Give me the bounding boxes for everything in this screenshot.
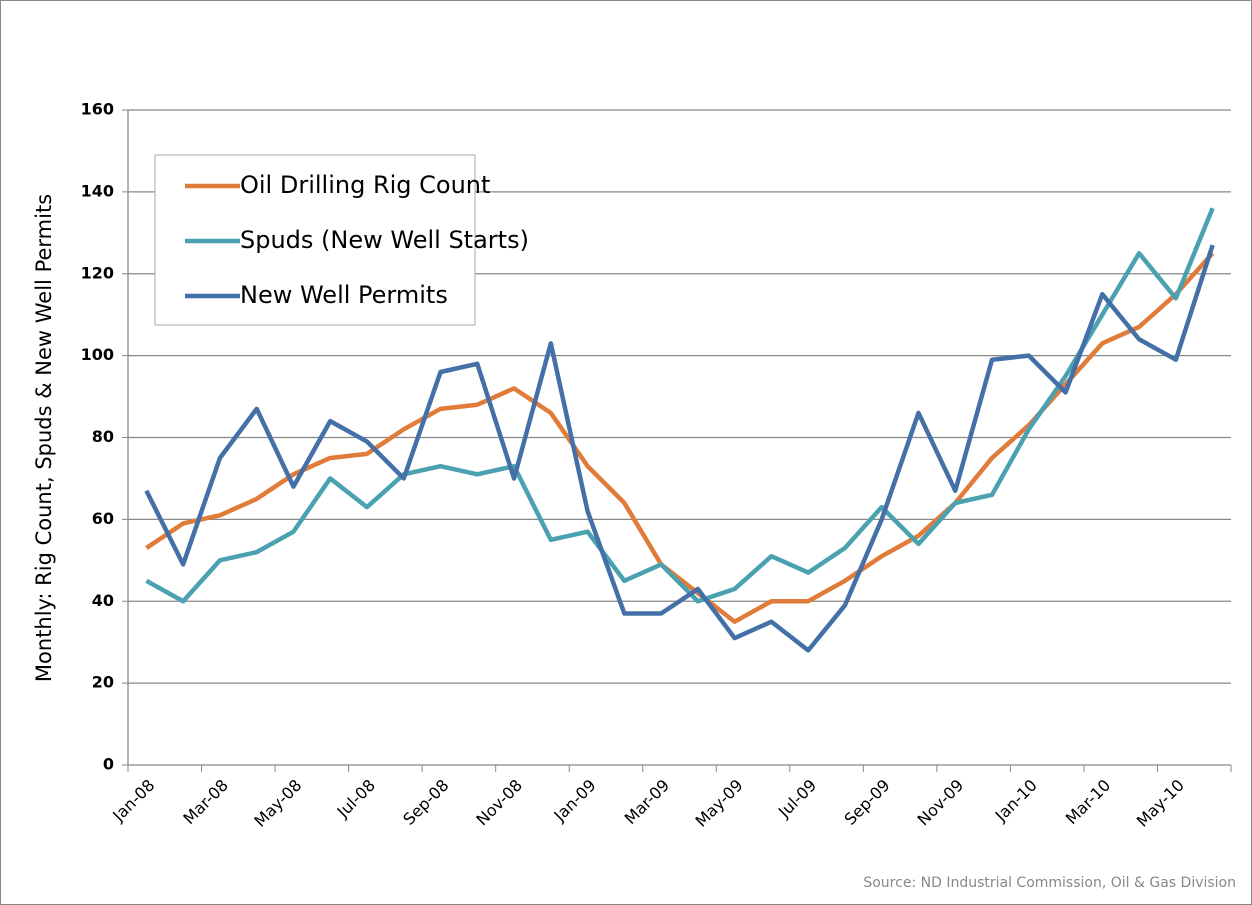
legend-label: New Well Permits [240, 281, 448, 309]
y-tick-label: 20 [92, 673, 114, 692]
series-line [144, 244, 1215, 653]
y-tick-label: 140 [81, 181, 114, 200]
y-tick-label: 0 [103, 755, 114, 774]
legend-label: Oil Drilling Rig Count [240, 171, 490, 199]
source-note: Source: ND Industrial Commission, Oil & … [863, 875, 1236, 891]
y-tick-label: 40 [92, 591, 114, 610]
legend-label: Spuds (New Well Starts) [240, 226, 529, 254]
y-tick-label: 60 [92, 509, 114, 528]
y-tick-label: 120 [81, 263, 114, 282]
y-tick-label: 100 [81, 345, 114, 364]
y-tick-label: 160 [81, 100, 114, 119]
y-axis-label: Monthly: Rig Count, Spuds & New Well Per… [32, 194, 56, 682]
y-tick-label: 80 [92, 427, 114, 446]
series-line [145, 207, 1215, 604]
